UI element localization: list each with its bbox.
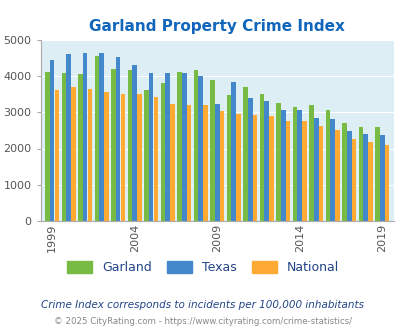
Bar: [66, 54, 71, 221]
Bar: [71, 87, 76, 221]
Bar: [252, 115, 257, 221]
Bar: [87, 89, 92, 221]
Bar: [259, 94, 264, 221]
Bar: [202, 105, 207, 221]
Bar: [247, 98, 252, 221]
Bar: [83, 53, 87, 221]
Bar: [264, 101, 269, 221]
Bar: [301, 121, 306, 221]
Bar: [325, 110, 329, 221]
Bar: [153, 97, 158, 221]
Title: Garland Property Crime Index: Garland Property Crime Index: [89, 19, 344, 34]
Bar: [160, 83, 165, 221]
Bar: [144, 90, 148, 221]
Bar: [111, 69, 115, 221]
Bar: [341, 123, 346, 221]
Bar: [292, 107, 296, 221]
Bar: [358, 127, 362, 221]
Bar: [330, 119, 334, 221]
Bar: [181, 73, 186, 221]
Bar: [127, 70, 132, 221]
Bar: [45, 72, 49, 221]
Bar: [351, 139, 356, 221]
Bar: [177, 72, 181, 221]
Bar: [62, 73, 66, 221]
Bar: [226, 95, 231, 221]
Bar: [379, 135, 384, 221]
Bar: [280, 110, 285, 221]
Bar: [170, 104, 175, 221]
Bar: [374, 127, 379, 221]
Bar: [362, 134, 367, 221]
Text: Crime Index corresponds to incidents per 100,000 inhabitants: Crime Index corresponds to incidents per…: [41, 300, 364, 310]
Bar: [198, 76, 202, 221]
Bar: [120, 94, 125, 221]
Bar: [219, 111, 224, 221]
Bar: [297, 110, 301, 221]
Bar: [94, 56, 99, 221]
Bar: [186, 105, 191, 221]
Bar: [313, 118, 318, 221]
Bar: [55, 90, 59, 221]
Bar: [137, 94, 141, 221]
Bar: [308, 105, 313, 221]
Bar: [275, 103, 280, 221]
Bar: [132, 65, 136, 221]
Bar: [104, 91, 109, 221]
Bar: [193, 70, 198, 221]
Bar: [367, 142, 372, 221]
Bar: [269, 116, 273, 221]
Bar: [99, 53, 104, 221]
Bar: [231, 82, 235, 221]
Bar: [210, 80, 214, 221]
Bar: [335, 130, 339, 221]
Bar: [50, 60, 54, 221]
Bar: [243, 87, 247, 221]
Text: © 2025 CityRating.com - https://www.cityrating.com/crime-statistics/: © 2025 CityRating.com - https://www.city…: [54, 317, 351, 326]
Bar: [285, 121, 290, 221]
Bar: [78, 74, 83, 221]
Legend: Garland, Texas, National: Garland, Texas, National: [62, 255, 343, 279]
Bar: [214, 104, 219, 221]
Bar: [346, 131, 351, 221]
Bar: [149, 73, 153, 221]
Bar: [165, 73, 170, 221]
Bar: [236, 114, 240, 221]
Bar: [115, 57, 120, 221]
Bar: [318, 126, 322, 221]
Bar: [384, 145, 388, 221]
